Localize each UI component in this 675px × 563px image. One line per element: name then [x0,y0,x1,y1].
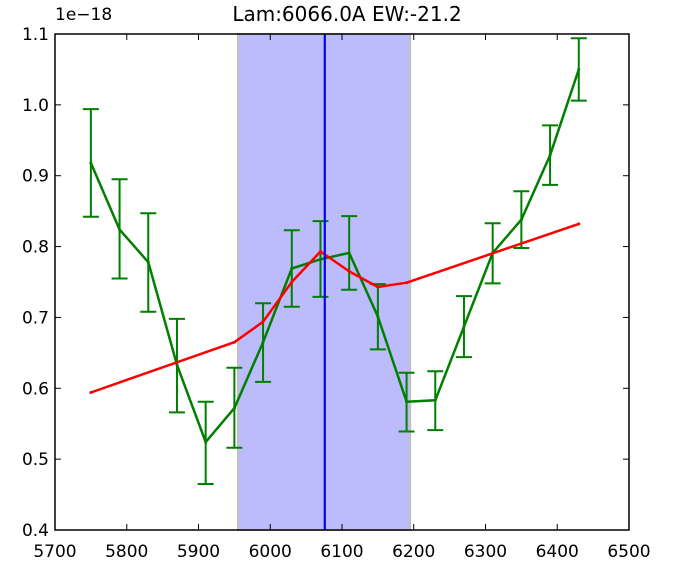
data-point [175,363,179,367]
data-point [232,406,236,410]
x-tick-label: 5900 [177,542,220,562]
y-tick-label: 0.9 [22,167,49,187]
y-tick-label: 1.1 [22,25,49,45]
data-point [118,228,122,232]
data-point [261,320,265,324]
y-tick-label: 0.5 [22,450,49,470]
data-point [376,285,380,289]
y-tick-label: 1.0 [22,96,49,116]
x-tick-label: 5800 [105,542,148,562]
x-tick-label: 6300 [464,542,507,562]
data-point [146,260,150,264]
x-tick-label: 5700 [33,542,76,562]
data-point [347,269,351,273]
data-point [347,251,351,255]
data-point [89,391,93,395]
y-tick-label: 0.7 [22,308,49,328]
data-point [405,400,409,404]
data-point [318,250,322,254]
y-offset-label: 1e−18 [55,5,112,25]
x-tick-label: 6200 [392,542,435,562]
data-point [577,67,581,71]
series-line [89,69,580,444]
data-point [89,161,93,165]
x-tick-label: 6500 [607,542,650,562]
data-point [290,267,294,271]
data-point [548,153,552,157]
data-point [519,218,523,222]
x-tick-label: 6100 [320,542,363,562]
data-point [376,315,380,319]
data-point [232,340,236,344]
data-point [462,325,466,329]
data-point [433,398,437,402]
data-point [290,280,294,284]
y-tick-label: 0.8 [22,238,49,258]
data-point [318,257,322,261]
x-tick-label: 6000 [249,542,292,562]
data-point [577,222,581,226]
y-tick-label: 0.4 [22,521,49,541]
data-point [261,340,265,344]
x-tick-label: 6400 [536,542,579,562]
y-tick-label: 0.6 [22,379,49,399]
data-point [204,440,208,444]
chart-title: Lam:6066.0A EW:-21.2 [232,2,461,26]
data-point [405,281,409,285]
series-1 [89,222,581,395]
